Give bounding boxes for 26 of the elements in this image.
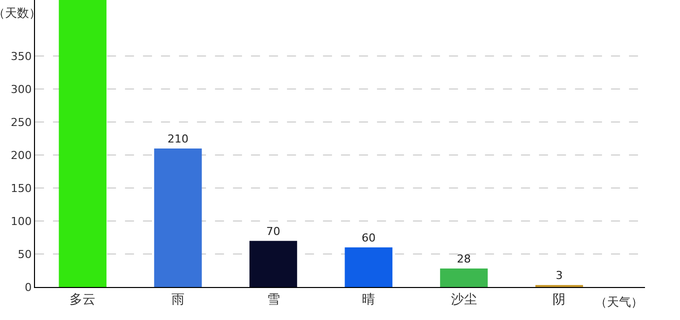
x-tick-label: 晴 — [362, 292, 376, 308]
data-label: 3 — [556, 269, 563, 282]
y-tick-label: 250 — [10, 116, 32, 129]
data-label: 70 — [266, 224, 280, 238]
bar — [440, 268, 488, 287]
y-tick-label: 150 — [10, 182, 32, 195]
bar — [154, 148, 202, 287]
x-tick-label: 雪 — [266, 292, 280, 308]
y-tick-label: 50 — [18, 248, 32, 261]
bar — [58, 0, 106, 287]
data-label: 210 — [167, 132, 188, 146]
y-tick-label: 200 — [10, 148, 32, 162]
y-axis-title: （天数） — [0, 6, 41, 20]
bar — [344, 247, 392, 287]
x-tick-label: 多云 — [70, 292, 96, 308]
x-axis-title: （天气） — [595, 295, 643, 309]
bar — [249, 240, 298, 287]
y-tick-label: 100 — [10, 214, 32, 228]
x-tick-label: 阴 — [552, 292, 566, 308]
y-tick-label: 0 — [24, 280, 32, 294]
y-tick-label: 300 — [10, 82, 32, 96]
data-label: 28 — [456, 252, 471, 266]
x-tick-label: 雨 — [171, 292, 184, 308]
x-tick-label: 沙尘 — [450, 292, 477, 308]
y-tick-label: 350 — [10, 50, 32, 63]
data-label: 60 — [362, 231, 376, 244]
